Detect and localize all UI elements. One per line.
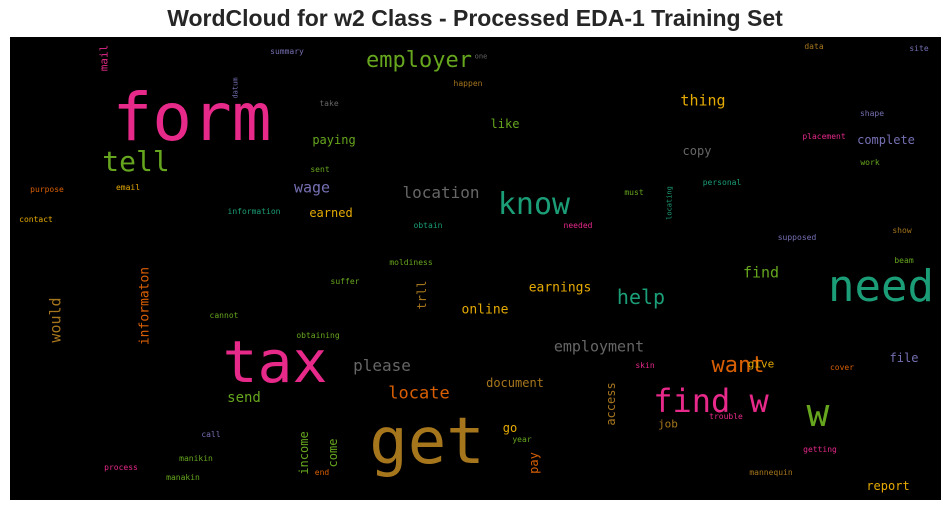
word-go: go xyxy=(502,421,518,435)
word-thing: thing xyxy=(680,91,726,110)
word-know: know xyxy=(497,187,571,222)
word-tell: tell xyxy=(102,145,170,178)
word-getting: getting xyxy=(803,445,837,454)
word-datum: datum xyxy=(231,77,240,99)
word-beam: beam xyxy=(894,256,914,265)
word-process: process xyxy=(104,463,138,472)
word-mail: mail xyxy=(97,44,111,72)
word-informaton: informaton xyxy=(137,266,153,346)
word-get: get xyxy=(369,405,485,479)
word-cover: cover xyxy=(829,363,855,372)
word-summary: summary xyxy=(270,47,304,56)
word-site: site xyxy=(909,44,929,53)
word-want: want xyxy=(711,353,765,378)
word-trouble: trouble xyxy=(709,412,743,421)
word-wage: wage xyxy=(293,178,331,197)
word-moldiness: moldiness xyxy=(389,258,433,267)
word-happen: happen xyxy=(453,79,483,88)
word-obtaining: obtaining xyxy=(296,331,340,340)
word-would: would xyxy=(46,297,65,343)
word-find-w: find w xyxy=(653,382,769,420)
word-complete: complete xyxy=(857,133,915,147)
word-personal: personal xyxy=(702,178,742,187)
word-data: data xyxy=(804,42,824,51)
word-tax: tax xyxy=(222,328,328,396)
word-document: document xyxy=(486,376,544,390)
word-supposed: supposed xyxy=(777,233,817,242)
word-mannequin: mannequin xyxy=(749,468,793,477)
word-manikin: manikin xyxy=(179,454,213,463)
word-locating: locating xyxy=(665,186,674,220)
word-employment: employment xyxy=(553,337,645,356)
word-employer: employer xyxy=(366,48,472,73)
word-skin: skin xyxy=(635,361,655,370)
word-copy: copy xyxy=(682,144,712,158)
word-show: show xyxy=(892,226,912,235)
word-pay: pay xyxy=(527,452,541,474)
word-needed: needed xyxy=(563,221,593,230)
chart-title: WordCloud for w2 Class - Processed EDA-1… xyxy=(167,5,783,31)
word-information: information xyxy=(227,207,281,216)
word-like: like xyxy=(490,117,520,131)
word-location: location xyxy=(402,183,480,202)
word-placement: placement xyxy=(802,132,846,141)
word-year: year xyxy=(512,435,532,444)
word-paying: paying xyxy=(312,133,356,147)
word-please: please xyxy=(353,356,411,375)
word-earnings: earnings xyxy=(528,280,592,296)
word-one: one xyxy=(474,52,488,61)
word-purpose: purpose xyxy=(30,185,64,194)
word-sent: sent xyxy=(310,165,330,174)
word-give: give xyxy=(747,357,775,371)
word-come: come xyxy=(326,438,340,468)
word-trll: trll xyxy=(415,280,429,310)
word-income: income xyxy=(297,431,311,475)
word-job: job xyxy=(658,417,678,431)
word-form: form xyxy=(112,79,272,156)
word-cannot: cannot xyxy=(209,311,239,320)
word-shape: shape xyxy=(859,109,885,118)
word-help: help xyxy=(616,285,666,309)
word-w: w xyxy=(806,391,830,435)
word-online: online xyxy=(461,302,509,318)
word-send: send xyxy=(227,390,261,406)
word-file: file xyxy=(889,351,919,365)
word-earned: earned xyxy=(309,206,353,220)
word-suffer: suffer xyxy=(330,277,360,286)
word-obtain: obtain xyxy=(413,221,443,230)
word-report: report xyxy=(866,479,910,493)
word-email: email xyxy=(115,183,141,192)
word-locate: locate xyxy=(388,383,450,404)
word-end: end xyxy=(314,468,330,477)
word-find: find xyxy=(742,263,780,282)
word-access: access xyxy=(604,382,618,426)
word-contact: contact xyxy=(19,215,53,224)
word-take: take xyxy=(319,99,339,108)
word-must: must xyxy=(624,188,644,197)
word-cloud: form tax get need w find w know tell employer wan… xyxy=(10,37,941,500)
word-work: work xyxy=(860,158,880,167)
word-need: need xyxy=(828,261,934,312)
word-call: call xyxy=(201,430,221,439)
word-manakin: manakin xyxy=(166,473,200,482)
